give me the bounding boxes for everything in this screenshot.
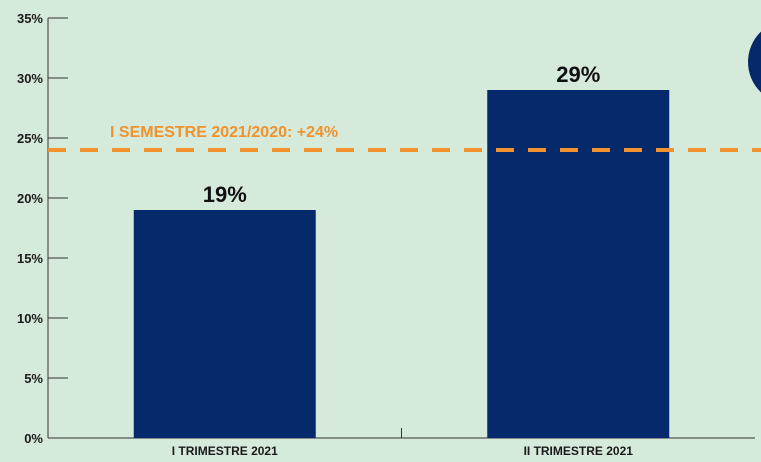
y-tick-label: 5% xyxy=(24,371,43,386)
reference-line-label: I SEMESTRE 2021/2020: +24% xyxy=(110,124,338,141)
y-axis: 0% 5% 10% 15% 20% 25% 30% 35% xyxy=(17,11,68,446)
y-tick-label: 0% xyxy=(24,431,43,446)
x-category-label: I TRIMESTRE 2021 xyxy=(172,444,278,458)
bar-value-label: 19% xyxy=(203,182,247,207)
y-tick-label: 15% xyxy=(17,251,43,266)
y-tick-label: 20% xyxy=(17,191,43,206)
y-tick-label: 10% xyxy=(17,311,43,326)
y-tick-label: 35% xyxy=(17,11,43,26)
bar xyxy=(487,90,670,438)
accent-circle xyxy=(748,31,761,93)
y-tick-label: 30% xyxy=(17,71,43,86)
y-tick-label: 25% xyxy=(17,131,43,146)
bar-value-label: 29% xyxy=(556,62,600,87)
bar xyxy=(133,210,316,438)
reference-line-group: I SEMESTRE 2021/2020: +24% xyxy=(48,124,761,152)
x-category-label: II TRIMESTRE 2021 xyxy=(524,444,634,458)
